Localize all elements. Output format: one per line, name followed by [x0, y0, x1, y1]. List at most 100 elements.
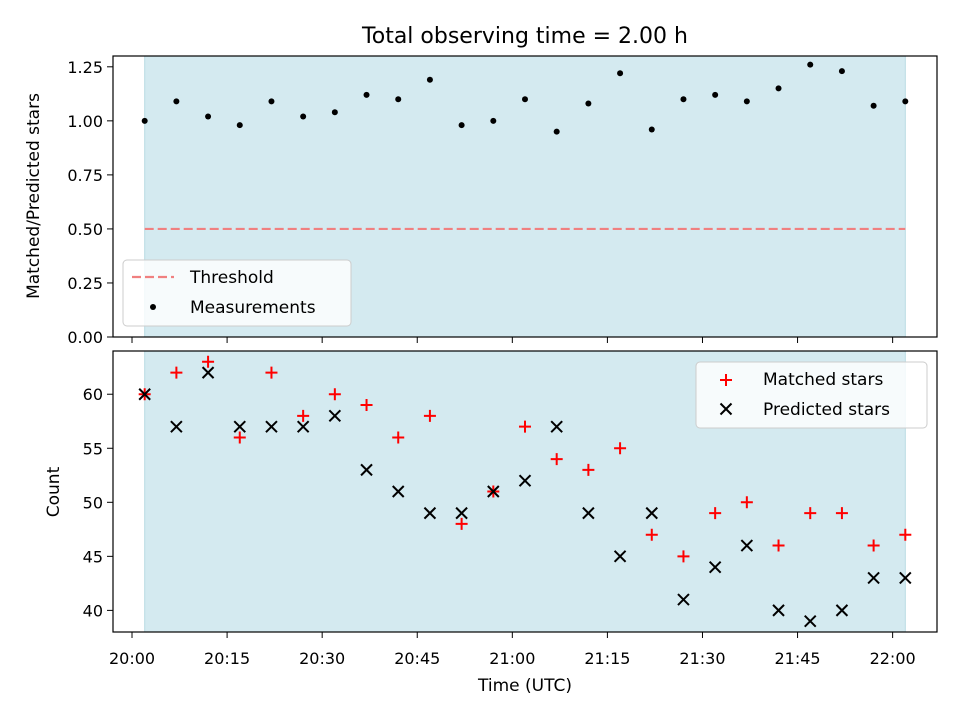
- predicted-star-point: [677, 593, 690, 606]
- chart-title: Total observing time = 2.00 h: [361, 24, 688, 49]
- top-y-axis-label: Matched/Predicted stars: [24, 93, 44, 299]
- matched-star-point: [709, 507, 722, 520]
- matched-star-point: [328, 388, 341, 401]
- matched-star-point: [804, 507, 817, 520]
- bottom-axes-frame: [112, 350, 938, 633]
- predicted-star-point: [867, 571, 880, 585]
- y-tick-label: 45: [83, 547, 103, 566]
- matched-star-point: [265, 366, 278, 379]
- measurement-point: [205, 113, 212, 120]
- legend-threshold-label: Threshold: [189, 268, 274, 288]
- matched-star-point: [614, 442, 627, 455]
- matched-star-point: [360, 399, 373, 412]
- y-tick-label: 0.50: [67, 220, 103, 239]
- legend-box: [122, 259, 352, 327]
- y-tick-label: 55: [83, 439, 103, 458]
- predicted-star-point: [613, 550, 627, 563]
- predicted-star-point: [740, 539, 754, 552]
- measurement-point: [300, 113, 307, 120]
- legend-matched-swatch: [720, 374, 732, 386]
- predicted-star-point: [835, 604, 849, 617]
- matched-star-point: [582, 463, 595, 476]
- matched-star-point: [677, 550, 690, 563]
- legend-matched-label: Matched stars: [763, 370, 883, 390]
- x-tick-label: 21:45: [774, 649, 820, 668]
- matched-star-point: [233, 431, 246, 444]
- measurement-point: [585, 100, 592, 107]
- matched-star-point: [202, 355, 215, 368]
- matched-star-point: [645, 528, 658, 541]
- predicted-star-point: [138, 388, 151, 401]
- measurement-point: [522, 96, 528, 103]
- predicted-star-point: [804, 614, 817, 628]
- top-legend: Threshold Measurements: [122, 259, 352, 327]
- predicted-star-point: [328, 409, 342, 423]
- measurement-point: [680, 96, 687, 103]
- y-tick-label: 0.25: [67, 274, 103, 293]
- predicted-star-point: [772, 604, 785, 617]
- predicted-star-point: [550, 420, 563, 433]
- top-axes-frame: [112, 55, 938, 338]
- measurement-point: [553, 128, 560, 135]
- measurement-point: [173, 98, 180, 105]
- measurement-point: [141, 117, 148, 124]
- matched-star-point: [835, 507, 848, 520]
- predicted-star-point: [360, 463, 373, 477]
- measurement-point: [268, 98, 275, 105]
- bottom-y-axis-label: Count: [44, 466, 64, 517]
- measurement-point: [712, 91, 719, 98]
- legend-measurements-label: Measurements: [190, 298, 316, 318]
- measurement-point: [775, 85, 782, 92]
- x-tick-label: 21:15: [584, 649, 630, 668]
- x-tick-label: 20:45: [394, 649, 440, 668]
- x-tick-label: 21:00: [489, 649, 535, 668]
- matched-star-point: [740, 496, 753, 509]
- predicted-star-point: [296, 420, 310, 433]
- matched-star-point: [899, 528, 912, 541]
- top-panel: 0.00 0.25 0.50 0.75 1.00 1.25 Threshold Measure…: [67, 55, 938, 347]
- measurement-point: [458, 122, 465, 129]
- predicted-star-point: [645, 506, 658, 520]
- measurement-point: [395, 96, 402, 103]
- matched-star-point: [867, 539, 880, 552]
- matched-star-point: [455, 517, 468, 530]
- matched-star-point: [423, 409, 436, 422]
- matched-star-point: [170, 366, 183, 379]
- measurement-point: [838, 68, 845, 75]
- measurement-point: [743, 98, 750, 105]
- predicted-star-point: [170, 420, 183, 433]
- predicted-star-point: [487, 485, 500, 498]
- predicted-star-point: [899, 571, 912, 585]
- y-tick-label: 1.25: [67, 58, 103, 77]
- matched-star-point: [297, 409, 310, 422]
- predicted-star-point: [518, 474, 532, 487]
- matched-star-point: [519, 420, 531, 433]
- x-tick-label: 20:30: [299, 649, 345, 668]
- measurement-point: [807, 61, 814, 68]
- measurement-point: [617, 70, 624, 77]
- measurement-point: [902, 98, 909, 105]
- y-tick-label: 0.00: [67, 328, 103, 347]
- measurement-point: [363, 91, 370, 98]
- measurement-point: [870, 102, 877, 109]
- predicted-star-point: [265, 420, 278, 433]
- legend-box: [695, 361, 928, 429]
- predicted-star-point: [455, 506, 468, 520]
- measurement-point: [236, 122, 243, 129]
- predicted-star-point: [392, 485, 405, 498]
- predicted-star-point: [201, 366, 215, 379]
- x-tick-label: 20:00: [109, 649, 155, 668]
- predicted-star-point: [708, 560, 722, 574]
- y-tick-label: 1.00: [67, 112, 103, 131]
- x-tick-label: 22:00: [870, 649, 916, 668]
- x-axis-label: Time (UTC): [477, 676, 572, 696]
- legend-predicted-swatch: [719, 402, 733, 416]
- x-tick-label: 21:30: [679, 649, 725, 668]
- y-tick-label: 60: [83, 385, 103, 404]
- y-tick-label: 0.75: [67, 166, 103, 185]
- y-tick-label: 40: [83, 601, 103, 620]
- legend-predicted-label: Predicted stars: [763, 400, 890, 420]
- measurement-point: [426, 76, 433, 83]
- measurement-point: [331, 109, 338, 116]
